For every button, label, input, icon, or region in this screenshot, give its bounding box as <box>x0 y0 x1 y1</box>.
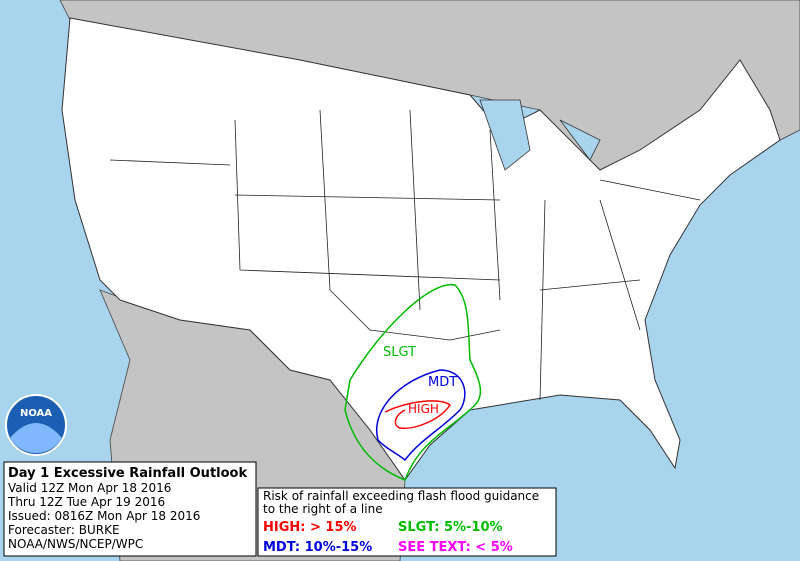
high-contour <box>384 400 452 429</box>
info-line: Forecaster: BURKE <box>8 523 120 537</box>
slgt-contour <box>344 284 482 481</box>
mdt-label: MDT <box>428 375 457 390</box>
high-label: HIGH <box>408 402 439 416</box>
legend-item: SLGT: 5%-10% <box>398 520 503 535</box>
info-line: Valid 12Z Mon Apr 18 2016 <box>8 481 171 495</box>
legend-item: SEE TEXT: < 5% <box>398 540 513 555</box>
united-states <box>61 17 781 481</box>
state-lines <box>109 99 701 401</box>
slgt-label: SLGT <box>383 345 416 360</box>
legend-box <box>257 487 557 557</box>
noaa-logo: NOAA <box>5 394 67 456</box>
info-line: Thru 12Z Tue Apr 19 2016 <box>7 495 165 509</box>
info-line: NOAA/NWS/NCEP/WPC <box>8 537 143 551</box>
mdt-contour <box>375 369 466 462</box>
info-box <box>3 461 257 557</box>
legend-item: MDT: 10%-15% <box>263 540 372 555</box>
logo-text: NOAA <box>20 408 52 419</box>
legend-note: to the right of a line <box>263 502 383 516</box>
info-title: Day 1 Excessive Rainfall Outlook <box>8 466 247 481</box>
legend-note: Risk of rainfall exceeding flash flood g… <box>263 489 539 503</box>
legend-item: HIGH: > 15% <box>263 520 357 535</box>
info-line: Issued: 0816Z Mon Apr 18 2016 <box>8 509 200 523</box>
